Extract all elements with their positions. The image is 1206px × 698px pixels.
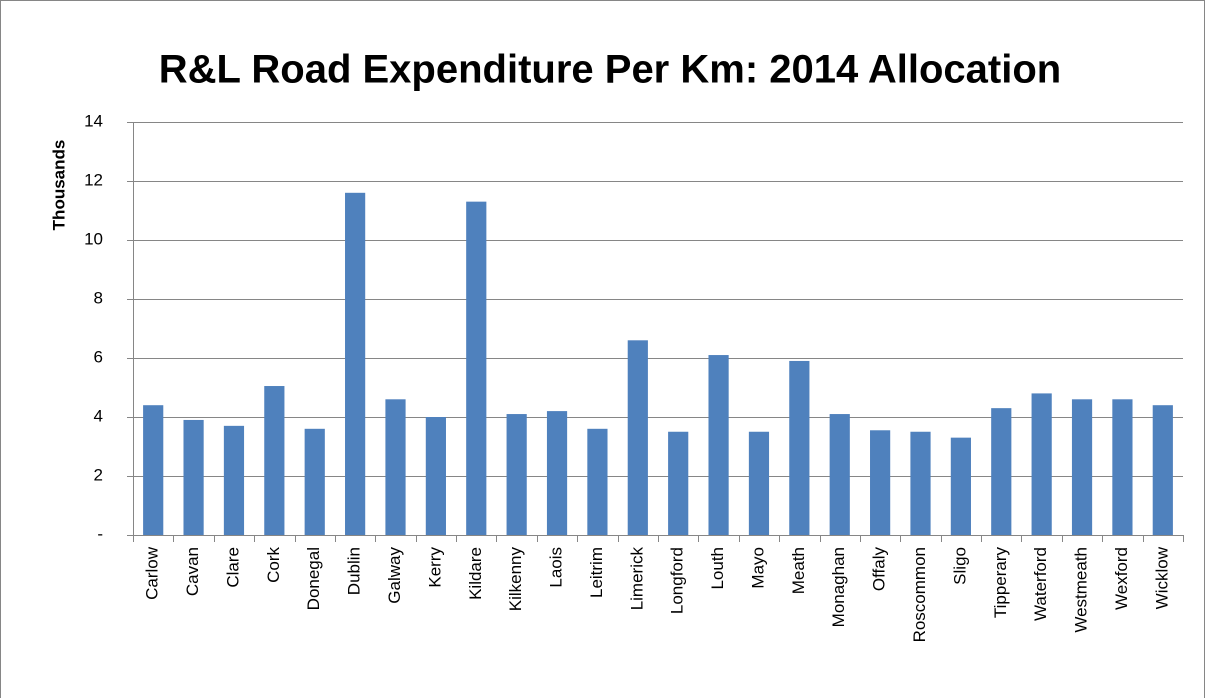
bar — [1152, 405, 1173, 535]
x-tick-label: Cork — [264, 547, 283, 583]
x-tick-label: Longford — [668, 547, 687, 614]
x-tick-label: Kilkenny — [506, 547, 525, 612]
y-tick-label: 12 — [84, 170, 103, 189]
x-tick-label: Kerry — [425, 547, 444, 588]
y-tick-label: 14 — [84, 111, 103, 130]
x-tick-label: Westmeath — [1072, 547, 1091, 633]
y-tick-label: 4 — [94, 406, 103, 425]
x-tick-label: Wicklow — [1152, 546, 1171, 609]
bar — [506, 414, 527, 535]
y-axis-label: Thousands — [49, 140, 68, 231]
bar — [385, 399, 406, 535]
x-tick-label: Offaly — [870, 547, 889, 592]
x-tick-label: Monaghan — [829, 547, 848, 627]
x-tick-label: Tipperary — [991, 547, 1010, 619]
y-tick-label: 10 — [84, 229, 103, 248]
bar — [304, 428, 325, 535]
chart-title: R&L Road Expenditure Per Km: 2014 Alloca… — [159, 48, 1061, 92]
bar — [1031, 393, 1052, 535]
bar — [1071, 399, 1093, 535]
y-tick-label: 2 — [94, 465, 103, 484]
bar — [425, 417, 446, 535]
x-tick-label: Waterford — [1031, 547, 1050, 621]
x-tick-label: Louth — [708, 547, 727, 590]
bar — [264, 386, 285, 535]
bar — [748, 431, 770, 535]
x-tick-label: Cavan — [183, 547, 202, 596]
bar — [870, 430, 891, 535]
x-tick-label: Leitrim — [587, 547, 606, 598]
x-tick-label: Dublin — [345, 547, 364, 595]
x-tick-label: Roscommon — [910, 547, 929, 642]
x-tick-label: Limerick — [627, 547, 646, 611]
x-tick-label: Galway — [385, 547, 404, 604]
bar — [223, 425, 245, 535]
bar — [587, 428, 608, 535]
x-tick-label: Sligo — [950, 547, 969, 585]
x-tick-label: Donegal — [304, 547, 323, 610]
bar — [546, 411, 568, 535]
bar — [143, 405, 164, 535]
bar — [708, 355, 729, 535]
x-tick-label: Mayo — [748, 547, 767, 589]
x-tick-label: Kildare — [466, 547, 485, 600]
y-tick-label: 8 — [94, 288, 103, 307]
bar — [668, 431, 689, 535]
bar — [910, 431, 931, 535]
y-tick-label: 6 — [94, 347, 103, 366]
bar — [950, 437, 971, 535]
bar — [183, 419, 204, 535]
bar — [1112, 399, 1133, 535]
bar — [627, 340, 648, 535]
bar — [466, 201, 487, 535]
x-tick-label: Wexford — [1112, 547, 1131, 610]
bar — [829, 414, 850, 535]
y-tick-label: - — [97, 524, 103, 543]
bar — [345, 192, 366, 536]
x-tick-label: Meath — [789, 547, 808, 594]
bar — [789, 360, 810, 535]
x-tick-label: Carlow — [143, 546, 162, 600]
x-tick-label: Clare — [223, 547, 242, 588]
bar — [991, 408, 1012, 535]
x-tick-label: Laois — [547, 547, 566, 588]
